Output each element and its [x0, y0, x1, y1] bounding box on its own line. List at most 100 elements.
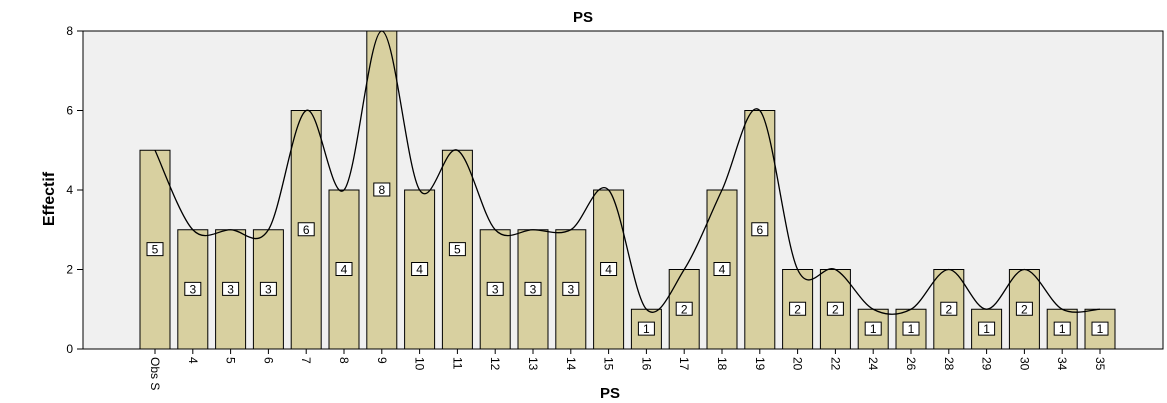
data-label: 8: [373, 182, 391, 197]
data-label: 5: [448, 242, 466, 257]
data-label-box: [713, 262, 731, 276]
data-label-box: [1015, 301, 1033, 316]
data-label: 4: [600, 262, 618, 277]
data-label-box: [524, 281, 542, 296]
data-label-text: 1: [870, 322, 877, 336]
data-label-text: 2: [832, 302, 839, 316]
x-tick-label: 16: [639, 357, 653, 371]
data-label: 2: [940, 301, 958, 316]
data-label: 3: [524, 281, 542, 296]
data-label-text: 2: [681, 302, 688, 316]
data-label-box: [411, 262, 429, 276]
data-label-box: [373, 182, 391, 197]
x-tick-label: 30: [1017, 357, 1031, 371]
x-tick-label: Obs S: [148, 357, 162, 390]
x-tick-label: 12: [488, 357, 502, 371]
data-label-text: 1: [643, 322, 650, 336]
data-label-text: 6: [303, 223, 310, 237]
data-label-text: 1: [1097, 322, 1104, 336]
y-axis: 0 2 4 6 8: [66, 24, 83, 356]
data-label: 4: [335, 262, 353, 277]
data-label-text: 3: [227, 282, 234, 296]
data-label-text: 4: [341, 263, 348, 277]
data-label-box: [1053, 321, 1071, 336]
x-tick-label: 14: [564, 357, 578, 371]
y-axis-label: Effectif: [41, 171, 58, 226]
data-label-box: [1091, 321, 1109, 336]
data-label: 1: [978, 321, 996, 336]
data-label: 3: [259, 281, 277, 296]
data-label-box: [600, 262, 618, 276]
x-tick-label: 19: [753, 357, 767, 371]
data-label: 2: [826, 301, 844, 316]
x-tick-label: 6: [261, 357, 275, 364]
data-label-box: [675, 301, 693, 316]
data-label: 2: [789, 301, 807, 316]
data-label-text: 3: [530, 282, 537, 296]
data-label-text: 5: [152, 243, 159, 257]
data-label-text: 1: [908, 322, 915, 336]
x-tick-label: 35: [1093, 357, 1107, 371]
data-label-text: 4: [605, 263, 612, 277]
data-label-box: [486, 281, 504, 296]
data-label: 2: [675, 301, 693, 316]
x-tick-label: 24: [866, 357, 880, 371]
data-label-text: 2: [794, 302, 801, 316]
data-label-box: [940, 301, 958, 316]
y-tick-label: 6: [66, 104, 73, 118]
y-tick-label: 8: [66, 24, 73, 38]
data-label: 3: [562, 281, 580, 296]
data-label: 1: [1053, 321, 1071, 336]
data-label-text: 3: [189, 282, 196, 296]
data-label-box: [184, 281, 202, 296]
data-label: 6: [297, 222, 315, 237]
data-label-text: 2: [945, 302, 952, 316]
x-tick-label: 10: [413, 357, 427, 371]
data-label-box: [259, 281, 277, 296]
data-label: 2: [1015, 301, 1033, 316]
data-label: 4: [713, 262, 731, 277]
data-label: 3: [184, 281, 202, 296]
x-tick-label: 4: [186, 357, 200, 364]
x-tick-label: 9: [375, 357, 389, 364]
data-label: 5: [146, 242, 164, 257]
data-label: 1: [864, 321, 882, 336]
data-label: 4: [411, 262, 429, 277]
x-tick-label: 34: [1055, 357, 1069, 371]
data-label-text: 3: [567, 282, 574, 296]
x-tick-label: 5: [224, 357, 238, 364]
data-label-text: 2: [1021, 302, 1028, 316]
data-label-box: [789, 301, 807, 316]
x-tick-label: 15: [602, 357, 616, 371]
data-label-text: 1: [983, 322, 990, 336]
data-label: 3: [486, 281, 504, 296]
data-label-box: [222, 281, 240, 296]
x-tick-label: 22: [828, 357, 842, 371]
x-axis-label: PS: [600, 385, 620, 402]
data-label-box: [146, 242, 164, 257]
data-label-text: 1: [1059, 322, 1066, 336]
x-tick-label: 11: [450, 357, 464, 370]
data-label-text: 3: [265, 282, 272, 296]
data-label-box: [826, 301, 844, 316]
data-label: 1: [637, 321, 655, 336]
x-tick-label: 29: [980, 357, 994, 371]
chart-title: PS: [573, 9, 593, 26]
x-tick-label: 28: [942, 357, 956, 371]
x-tick-label: 7: [299, 357, 313, 364]
data-labels: 5 3 3 3 6 4 8 4 5 3 3 3 4 1 2 4 6 2 2 1 1 2 1 2 1 1: [146, 182, 1109, 336]
x-axis: Obs S 4 5 6 7 8 9 10 11 12 13 14 15 16 17 18 19 20 22 24 26 2…: [148, 349, 1107, 390]
data-label-box: [335, 262, 353, 276]
y-tick-label: 2: [66, 263, 73, 277]
data-label-box: [637, 321, 655, 336]
data-label-box: [448, 242, 466, 257]
data-label-text: 5: [454, 243, 461, 257]
data-label-box: [902, 321, 920, 336]
data-label: 1: [1091, 321, 1109, 336]
data-label-text: 8: [378, 183, 385, 197]
data-label-text: 4: [416, 263, 423, 277]
x-tick-label: 26: [904, 357, 918, 371]
x-tick-label: 18: [715, 357, 729, 371]
data-label-box: [297, 222, 315, 237]
